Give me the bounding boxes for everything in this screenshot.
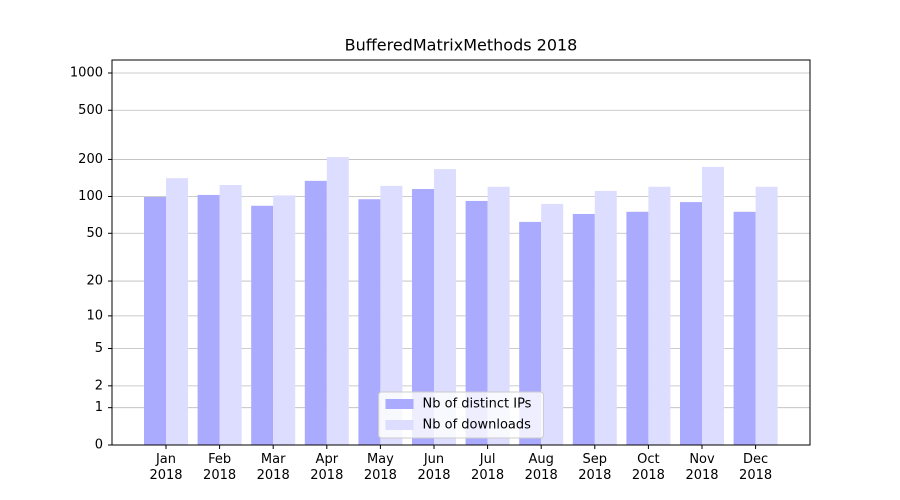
x-tick-label: Jun 2018: [417, 452, 451, 483]
bar: [541, 203, 564, 445]
bar: [412, 189, 434, 445]
chart-title: BufferedMatrixMethods 2018: [345, 36, 578, 55]
bar: [702, 166, 724, 446]
bar: [197, 194, 220, 445]
bar: [626, 211, 649, 445]
bar: [648, 186, 671, 445]
bar: [434, 169, 456, 445]
bar: [273, 195, 296, 445]
x-tick-label: May 2018: [363, 452, 397, 483]
y-tick-label: 1000: [70, 65, 103, 80]
y-tick-label: 1: [95, 400, 103, 415]
x-tick-label: Jul 2018: [471, 452, 505, 483]
x-tick-label: Dec 2018: [739, 452, 773, 483]
legend-swatch: [385, 399, 414, 409]
y-tick-label: 500: [78, 103, 103, 118]
bar: [326, 157, 349, 445]
bar: [304, 180, 327, 445]
legend-label: Nb of distinct IPs: [423, 397, 532, 412]
bar: [487, 186, 510, 445]
y-tick-label: 5: [95, 341, 103, 356]
y-tick-label: 100: [78, 189, 103, 204]
y-tick-label: 20: [86, 274, 103, 289]
x-tick-label: Feb 2018: [203, 452, 237, 483]
plot-frame: [111, 59, 811, 446]
y-tick-label: 2: [95, 378, 103, 393]
bar: [572, 213, 595, 445]
bar: [219, 185, 242, 445]
legend-swatch: [385, 420, 414, 430]
bar: [144, 197, 166, 445]
x-tick-label: Nov 2018: [685, 452, 719, 483]
bar: [519, 221, 542, 445]
bar: [166, 178, 188, 446]
bar: [251, 205, 274, 445]
y-tick-label: 200: [78, 152, 103, 167]
bar: [755, 186, 778, 445]
bar: [358, 199, 381, 445]
bar: [380, 185, 403, 445]
legend-label: Nb of downloads: [423, 418, 532, 433]
legend: Nb of distinct IPs Nb of downloads: [378, 391, 544, 439]
bar: [465, 200, 488, 445]
y-tick-label: 50: [86, 226, 103, 241]
x-tick-label: Aug 2018: [524, 452, 558, 483]
bar: [733, 211, 756, 445]
x-tick-label: Apr 2018: [310, 452, 344, 483]
y-tick-label: 0: [95, 438, 103, 453]
y-tick-label: 10: [86, 308, 103, 323]
x-tick-label: Oct 2018: [631, 452, 665, 483]
x-tick-label: Mar 2018: [256, 452, 290, 483]
x-tick-label: Jan 2018: [149, 452, 183, 483]
legend-box: [378, 391, 544, 439]
x-tick-label: Sep 2018: [578, 452, 612, 483]
bar: [594, 190, 617, 445]
bar: [680, 202, 702, 445]
